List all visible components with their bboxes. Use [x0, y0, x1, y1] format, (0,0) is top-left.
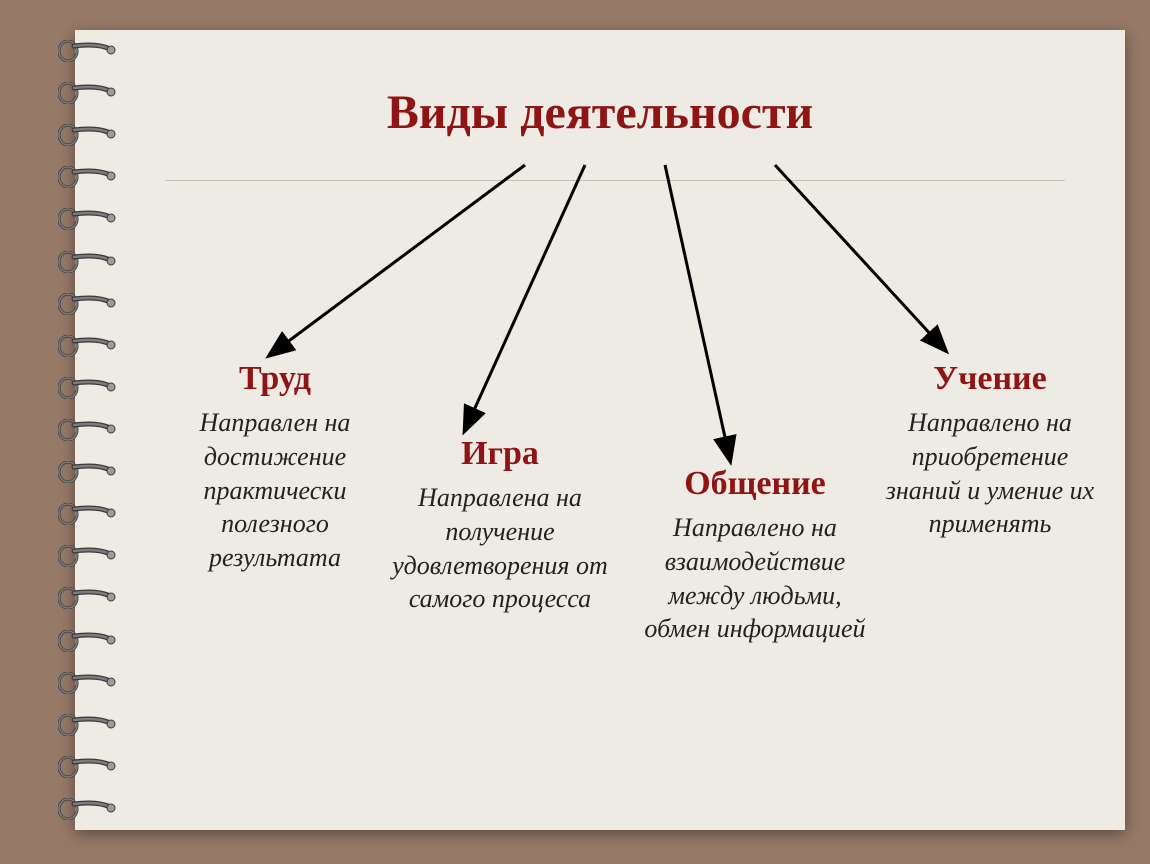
- binding-ring: [58, 714, 116, 736]
- binding-ring: [58, 166, 116, 188]
- branch-3: Учение Направлено на приобретение знаний …: [875, 360, 1105, 541]
- branch-heading: Учение: [875, 360, 1105, 398]
- branch-desc: Направлена на получение удовлетворения о…: [375, 481, 625, 616]
- binding-ring: [58, 293, 116, 315]
- binding-ring: [58, 798, 116, 820]
- binding-ring: [58, 461, 116, 483]
- binding-ring: [58, 419, 116, 441]
- branch-desc: Направлено на приобретение знаний и умен…: [875, 406, 1105, 541]
- spiral-binding: [58, 40, 118, 820]
- binding-ring: [58, 40, 116, 62]
- binding-ring: [58, 545, 116, 567]
- branch-0: Труд Направлен на достижение практически …: [160, 360, 390, 575]
- branch-2: Общение Направлено на взаимодействие межд…: [635, 465, 875, 646]
- divider-line: [165, 180, 1065, 181]
- branch-desc: Направлен на достижение практически поле…: [160, 406, 390, 575]
- binding-ring: [58, 377, 116, 399]
- binding-ring: [58, 630, 116, 652]
- branch-heading: Общение: [635, 465, 875, 503]
- binding-ring: [58, 82, 116, 104]
- branch-desc: Направлено на взаимодействие между людьм…: [635, 511, 875, 646]
- binding-ring: [58, 503, 116, 525]
- binding-ring: [58, 756, 116, 778]
- branch-heading: Игра: [375, 435, 625, 473]
- diagram-title: Виды деятельности: [75, 85, 1125, 140]
- binding-ring: [58, 208, 116, 230]
- branch-1: Игра Направлена на получение удовлетворен…: [375, 435, 625, 616]
- notebook-page: Виды деятельности Труд Направлен на дости…: [75, 30, 1125, 830]
- binding-ring: [58, 124, 116, 146]
- binding-ring: [58, 251, 116, 273]
- branch-heading: Труд: [160, 360, 390, 398]
- binding-ring: [58, 587, 116, 609]
- binding-ring: [58, 672, 116, 694]
- binding-ring: [58, 335, 116, 357]
